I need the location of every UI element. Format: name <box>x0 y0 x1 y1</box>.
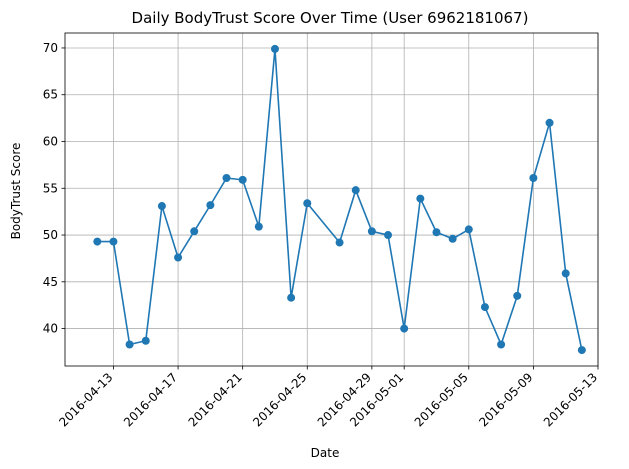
data-point <box>303 199 312 208</box>
y-tick-label: 70 <box>43 41 58 55</box>
x-tick-label: 2016-04-17 <box>121 370 180 429</box>
data-point <box>367 227 376 236</box>
series-line <box>97 48 583 351</box>
y-tick-label: 40 <box>43 322 58 336</box>
data-point <box>125 340 134 349</box>
y-tick-label: 50 <box>43 228 58 242</box>
data-point <box>174 253 183 262</box>
data-point <box>529 173 538 182</box>
data-point <box>561 269 570 278</box>
data-point <box>577 346 586 355</box>
data-point <box>190 227 199 236</box>
data-point <box>238 175 247 184</box>
data-point <box>497 340 506 349</box>
grid <box>65 33 599 366</box>
x-tick-label: 2016-04-13 <box>56 370 115 429</box>
data-point <box>270 44 279 53</box>
data-point <box>351 186 360 195</box>
y-axis-label: BodyTrust Score <box>9 143 23 240</box>
x-axis-label: Date <box>311 446 340 460</box>
x-tick-label: 2016-05-09 <box>476 370 535 429</box>
data-point <box>416 194 425 203</box>
data-point <box>480 303 489 312</box>
series <box>93 44 586 355</box>
data-point <box>384 231 393 240</box>
data-point <box>222 173 231 182</box>
x-tick-label: 2016-05-13 <box>541 370 600 429</box>
data-point <box>448 234 457 243</box>
data-point <box>545 118 554 127</box>
x-tick-label: 2016-04-25 <box>250 370 309 429</box>
data-point <box>93 237 102 246</box>
data-point <box>335 238 344 247</box>
data-point <box>141 336 150 345</box>
data-point <box>432 228 441 237</box>
data-point <box>254 222 263 231</box>
data-point <box>206 201 215 210</box>
data-point <box>464 225 473 234</box>
y-tick-label: 65 <box>43 88 58 102</box>
x-tick-label: 2016-05-05 <box>412 370 471 429</box>
x-tick-label: 2016-04-21 <box>186 370 245 429</box>
plot-area <box>64 32 599 367</box>
data-point <box>513 291 522 300</box>
y-tick-label: 60 <box>43 135 58 149</box>
data-point <box>109 237 118 246</box>
y-tick-label: 55 <box>43 181 58 195</box>
data-point <box>287 293 296 302</box>
chart-title: Daily BodyTrust Score Over Time (User 69… <box>132 9 529 27</box>
y-tick-label: 45 <box>43 275 58 289</box>
data-point <box>400 324 409 333</box>
data-point <box>157 202 166 211</box>
